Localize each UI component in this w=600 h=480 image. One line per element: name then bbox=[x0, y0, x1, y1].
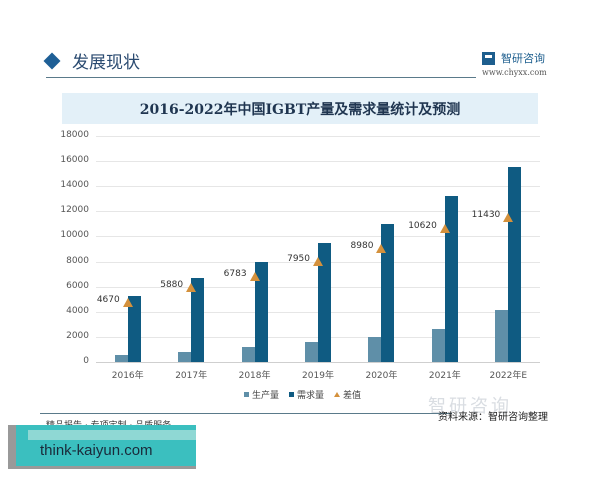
y-tick-label: 8000 bbox=[66, 255, 89, 266]
brand-logo-icon bbox=[482, 51, 495, 65]
production-bar bbox=[241, 347, 255, 362]
plot-area: 4670 5880 6783 7950 8980 10620 11430 bbox=[96, 136, 540, 362]
x-tick-label: 2018年 bbox=[238, 371, 271, 381]
production-bar bbox=[305, 342, 318, 362]
difference-marker-icon bbox=[376, 244, 387, 254]
section-title: 发展现状 bbox=[72, 53, 140, 73]
y-tick-label: 0 bbox=[83, 356, 89, 366]
brand-name: 智研咨询 bbox=[501, 52, 545, 65]
demand-bar bbox=[508, 166, 522, 362]
triangle-marker-icon bbox=[334, 392, 341, 397]
difference-label: 7950 bbox=[287, 254, 310, 265]
difference-label: 6783 bbox=[223, 268, 247, 279]
y-tick-label: 6000 bbox=[66, 280, 89, 291]
gridline bbox=[96, 236, 540, 238]
chart-title: 2016-2022年中国IGBT产量及需求量统计及预测 bbox=[139, 101, 461, 118]
y-tick-label: 14000 bbox=[60, 180, 89, 191]
y-tick-label: 12000 bbox=[60, 205, 89, 216]
legend-label: 差值 bbox=[343, 391, 362, 401]
difference-marker-icon bbox=[122, 298, 133, 308]
y-tick-label: 2000 bbox=[66, 330, 89, 341]
difference-label: 11430 bbox=[471, 210, 501, 221]
difference-marker-icon bbox=[313, 257, 323, 267]
difference-marker-icon bbox=[249, 271, 260, 281]
x-tick-label: 2021年 bbox=[428, 371, 461, 381]
legend-label: 需求量 bbox=[297, 391, 325, 401]
production-bar bbox=[178, 351, 192, 362]
brand: 智研咨询 bbox=[482, 50, 545, 66]
x-tick-label: 2022年E bbox=[489, 371, 528, 381]
gridline bbox=[96, 362, 540, 363]
gridline bbox=[96, 211, 540, 213]
demand-bar bbox=[381, 223, 395, 362]
demand-bar bbox=[254, 262, 268, 362]
difference-marker-icon bbox=[439, 223, 450, 233]
diamond-bullet-icon bbox=[43, 52, 61, 69]
gridline bbox=[96, 136, 540, 137]
y-tick-label: 18000 bbox=[60, 130, 89, 140]
production-bar bbox=[368, 336, 382, 362]
demand-bar bbox=[444, 195, 458, 362]
production-bar bbox=[495, 310, 509, 362]
x-tick-label: 2016年 bbox=[111, 371, 144, 381]
section-header: 发展现状 bbox=[43, 48, 140, 73]
gridline bbox=[96, 161, 540, 163]
difference-label: 5880 bbox=[160, 280, 184, 291]
demand-bar bbox=[127, 295, 141, 362]
x-tick-label: 2019年 bbox=[302, 371, 334, 381]
demand-bar bbox=[191, 277, 205, 362]
legend-item-difference: 差值 bbox=[334, 388, 361, 401]
bar-chart: 0 2000 4000 6000 8000 10000 12000 14000 16000 180… bbox=[0, 124, 600, 414]
production-swatch-icon bbox=[244, 392, 249, 397]
overlay-banner-text[interactable]: think-kaiyun.com bbox=[40, 442, 153, 459]
watermark-brand: 智研咨询 bbox=[428, 396, 512, 417]
legend-label: 生产量 bbox=[252, 391, 280, 401]
difference-marker-icon bbox=[186, 283, 197, 293]
difference-label: 8980 bbox=[350, 241, 374, 252]
x-tick-label: 2020年 bbox=[365, 371, 398, 381]
chart-title-band: 2016-2022年中国IGBT产量及需求量统计及预测 bbox=[62, 93, 538, 124]
difference-label: 10620 bbox=[408, 220, 437, 231]
y-tick-label: 4000 bbox=[66, 305, 89, 316]
y-tick-label: 10000 bbox=[60, 230, 89, 241]
overlay-banner-highlight bbox=[28, 430, 196, 440]
demand-bar bbox=[318, 242, 331, 362]
difference-label: 4670 bbox=[96, 295, 120, 306]
x-tick-label: 2017年 bbox=[175, 371, 208, 381]
demand-swatch-icon bbox=[289, 392, 295, 397]
brand-url: www.chyxx.com bbox=[482, 68, 547, 77]
legend-item-production: 生产量 bbox=[244, 388, 279, 401]
difference-marker-icon bbox=[503, 213, 514, 223]
legend-item-demand: 需求量 bbox=[289, 388, 324, 401]
header-divider bbox=[46, 77, 476, 78]
footer-divider bbox=[40, 413, 452, 414]
chart-legend: 生产量 需求量 差值 bbox=[244, 388, 361, 401]
gridline bbox=[96, 186, 540, 188]
data-source: 资料来源：智研咨询整理 bbox=[438, 412, 548, 423]
production-bar bbox=[431, 329, 445, 362]
y-tick-label: 16000 bbox=[60, 155, 89, 166]
production-bar bbox=[114, 354, 128, 362]
